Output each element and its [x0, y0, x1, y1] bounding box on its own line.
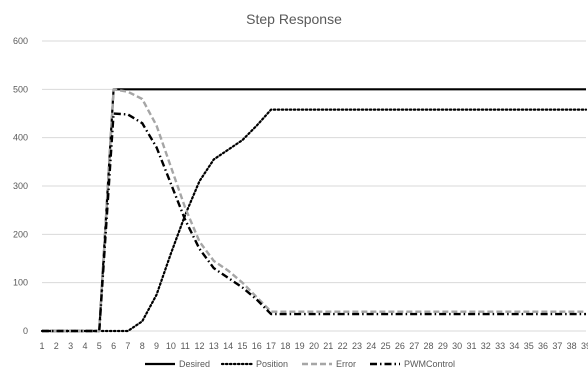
x-tick-label: 8: [140, 341, 145, 351]
x-tick-label: 3: [68, 341, 73, 351]
y-tick-label: 600: [13, 36, 28, 46]
y-tick-label: 200: [13, 229, 28, 239]
x-tick-label: 1: [39, 341, 44, 351]
x-tick-label: 20: [309, 341, 319, 351]
x-tick-label: 38: [567, 341, 577, 351]
gridlines: [42, 40, 586, 332]
x-tick-label: 39: [581, 341, 588, 351]
legend-label-pwmcontrol: PWMControl: [404, 359, 455, 369]
x-tick-label: 35: [524, 341, 534, 351]
x-tick-label: 32: [481, 341, 491, 351]
x-tick-label: 28: [424, 341, 434, 351]
x-tick-label: 36: [538, 341, 548, 351]
x-tick-label: 26: [395, 341, 405, 351]
legend-label-error: Error: [336, 359, 356, 369]
x-tick-label: 10: [166, 341, 176, 351]
y-tick-label: 400: [13, 133, 28, 143]
x-tick-label: 14: [223, 341, 233, 351]
x-tick-label: 24: [366, 341, 376, 351]
x-axis-tick-labels: 1 2 3 4 5 6 7 8 9 10 11 12 13 14 15 16 17 18 19 20 21 22 23 24 2…: [39, 341, 588, 351]
x-tick-label: 37: [552, 341, 562, 351]
x-tick-label: 7: [125, 341, 130, 351]
series-lines: [40, 88, 588, 333]
x-tick-label: 17: [266, 341, 276, 351]
x-tick-label: 16: [252, 341, 262, 351]
y-tick-label: 100: [13, 278, 28, 288]
x-tick-label: 2: [54, 341, 59, 351]
x-tick-label: 21: [323, 341, 333, 351]
x-tick-label: 15: [237, 341, 247, 351]
x-tick-label: 31: [466, 341, 476, 351]
x-tick-label: 34: [509, 341, 519, 351]
x-tick-label: 22: [338, 341, 348, 351]
series-line-position: [40, 108, 588, 333]
x-tick-label: 12: [194, 341, 204, 351]
x-tick-label: 30: [452, 341, 462, 351]
legend: Desired Position Error PWMControl: [145, 359, 455, 369]
legend-label-position: Position: [256, 359, 288, 369]
x-tick-label: 23: [352, 341, 362, 351]
y-tick-label: 300: [13, 181, 28, 191]
chart-title: Step Response: [246, 11, 342, 27]
y-axis-tick-labels: 0 100 200 300 400 500 600: [13, 36, 28, 336]
series-line-error: [42, 88, 586, 333]
series-line-desired: [42, 88, 586, 333]
x-tick-label: 9: [154, 341, 159, 351]
x-tick-label: 29: [438, 341, 448, 351]
x-tick-label: 18: [280, 341, 290, 351]
x-tick-label: 13: [209, 341, 219, 351]
x-tick-label: 5: [97, 341, 102, 351]
series-line-pwmcontrol: [42, 112, 586, 333]
y-tick-label: 0: [23, 326, 28, 336]
x-tick-label: 6: [111, 341, 116, 351]
y-tick-label: 500: [13, 84, 28, 94]
x-tick-label: 11: [180, 341, 189, 351]
x-tick-label: 19: [295, 341, 305, 351]
x-tick-label: 27: [409, 341, 419, 351]
legend-label-desired: Desired: [179, 359, 210, 369]
x-tick-label: 4: [82, 341, 87, 351]
x-tick-label: 25: [381, 341, 391, 351]
x-tick-label: 33: [495, 341, 505, 351]
